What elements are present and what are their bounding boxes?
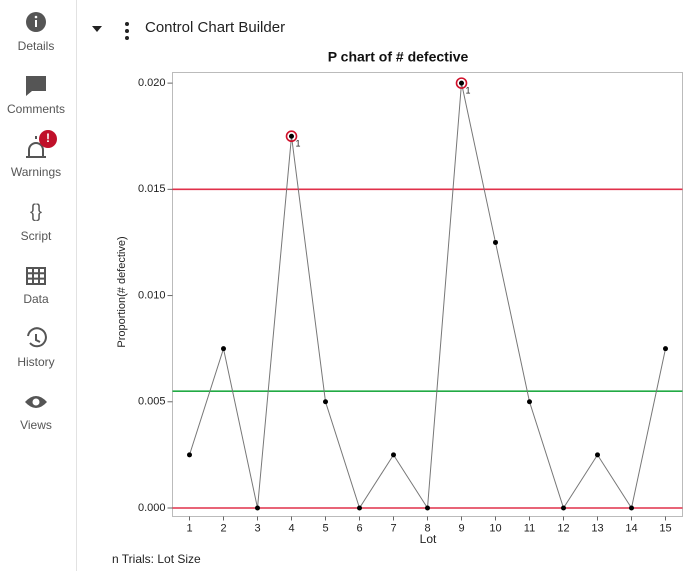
x-tick-label: 9: [458, 522, 464, 534]
data-point: [527, 399, 532, 405]
icon-detail: [32, 398, 40, 406]
data-point: [255, 505, 260, 511]
plot-frame: [172, 72, 683, 517]
details-button[interactable]: Details: [18, 12, 55, 53]
x-tick-label: 15: [659, 522, 671, 534]
flag-ring: [285, 130, 298, 143]
data-point: [425, 505, 430, 511]
history-icon: [27, 327, 47, 348]
menu-dot: [125, 29, 129, 33]
data-point: [663, 346, 668, 352]
x-tick-label: 14: [625, 522, 637, 534]
y-tick-label: 0.020: [138, 77, 166, 89]
warnings-icon: [26, 136, 46, 158]
y-tick-label: 0.000: [138, 502, 166, 514]
warning-badge: [39, 130, 57, 148]
badge-text: !: [46, 131, 50, 145]
data-point: [187, 452, 192, 458]
data-point: [289, 133, 294, 139]
script-button[interactable]: {} Script: [21, 201, 52, 243]
warnings-button[interactable]: ! Warnings: [11, 130, 61, 179]
x-tick-label: 12: [557, 522, 569, 534]
collapse-toggle[interactable]: [92, 26, 102, 32]
x-tick-label: 11: [524, 522, 535, 534]
comments-button[interactable]: Comments: [7, 76, 65, 116]
x-tick-label: 8: [424, 522, 430, 534]
data-point: [629, 505, 634, 511]
chart-title: P chart of # defective: [328, 49, 469, 65]
data-point: [357, 505, 362, 511]
x-tick-label: 10: [489, 522, 501, 534]
nav-label: Warnings: [11, 165, 61, 179]
y-axis-label: Proportion(# defective): [116, 236, 128, 347]
flag-ring: [455, 77, 468, 89]
data-point: [595, 452, 600, 458]
x-axis-label: Lot: [420, 532, 437, 546]
x-tick-label: 4: [288, 522, 294, 534]
x-tick-label: 3: [254, 522, 260, 534]
y-tick-label: 0.010: [138, 289, 166, 301]
flag-label: 1: [466, 85, 471, 95]
data-line: [189, 83, 666, 510]
data-icon: [26, 267, 46, 285]
icon-detail: [34, 15, 38, 19]
footer-text: n Trials: Lot Size: [112, 552, 201, 566]
nav-label: History: [17, 355, 54, 369]
nav-label: Views: [20, 418, 52, 432]
nav-label: Details: [18, 39, 55, 53]
data-point: [221, 346, 226, 352]
data-point: [391, 452, 396, 458]
y-tick-label: 0.005: [138, 396, 166, 408]
nav-label: Script: [21, 229, 52, 243]
icon-detail: [35, 20, 37, 27]
x-tick-label: 6: [356, 522, 362, 534]
flag-label: 1: [296, 139, 301, 149]
x-tick-label: 13: [591, 522, 603, 534]
y-tick-label: 0.015: [138, 183, 166, 195]
x-tick-label: 7: [390, 522, 396, 534]
data-point: [459, 80, 464, 86]
history-button[interactable]: History: [17, 327, 55, 369]
nav-label: Comments: [7, 102, 65, 116]
x-tick-label: 1: [186, 522, 192, 534]
comments-icon: [26, 76, 46, 96]
menu-dot: [125, 36, 129, 40]
x-tick-label: 5: [322, 522, 328, 534]
data-point: [493, 239, 498, 245]
x-tick-label: 2: [220, 522, 226, 534]
data-point: [323, 399, 328, 405]
menu-dot: [125, 22, 129, 26]
menu-button[interactable]: [125, 22, 129, 40]
data-point: [561, 505, 566, 511]
nav-label: Data: [23, 292, 49, 306]
views-button[interactable]: Views: [20, 396, 52, 432]
header-title: Control Chart Builder: [145, 19, 285, 36]
script-icon: {}: [30, 201, 42, 221]
data-button[interactable]: Data: [23, 267, 49, 306]
